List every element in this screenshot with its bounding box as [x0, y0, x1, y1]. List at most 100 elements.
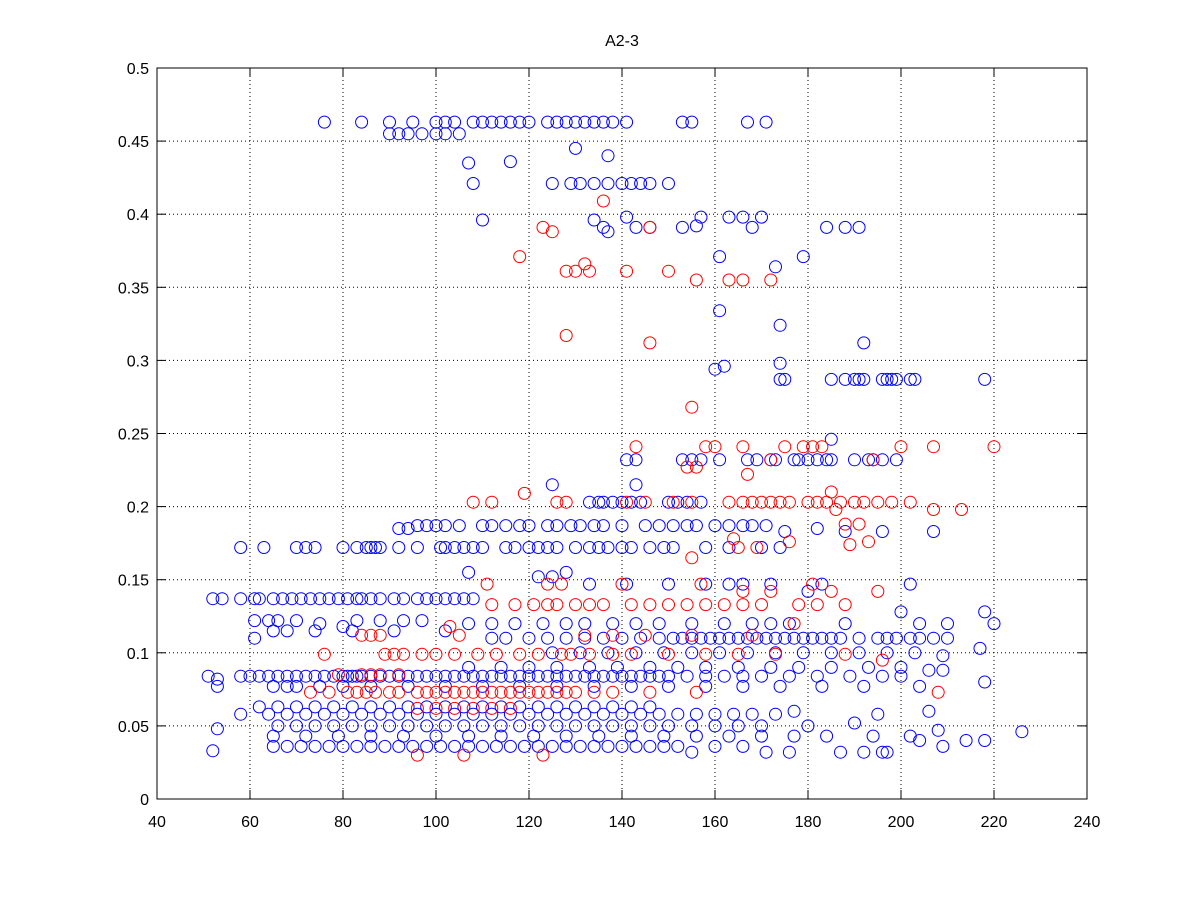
- blue-point: [313, 592, 327, 606]
- red-point: [545, 225, 559, 239]
- blue-point: [434, 541, 448, 554]
- blue-point: [713, 646, 727, 660]
- blue-point: [392, 739, 406, 753]
- blue-point: [252, 669, 266, 683]
- red-point: [397, 647, 410, 661]
- blue-point: [755, 669, 768, 683]
- blue-point: [457, 592, 471, 606]
- blue-point: [299, 707, 313, 721]
- blue-point: [489, 739, 503, 753]
- blue-point: [252, 592, 266, 606]
- y-tick-labels: 0 0.05 0.1 0.15 0.2 0.25 0.3 0.35 0.4 0.45 0.5: [118, 61, 149, 809]
- x-tick-label: 180: [795, 814, 822, 831]
- blue-point: [759, 745, 773, 759]
- blue-point: [875, 372, 889, 386]
- blue-point: [420, 669, 434, 683]
- blue-point: [513, 700, 527, 714]
- blue-point: [559, 729, 573, 743]
- blue-point: [629, 617, 643, 631]
- blue-point: [606, 700, 620, 714]
- blue-point: [987, 617, 1001, 631]
- red-point: [541, 598, 555, 612]
- blue-point: [531, 570, 545, 584]
- blue-point: [838, 372, 852, 386]
- red-point: [569, 685, 582, 699]
- blue-point: [420, 592, 434, 606]
- red-point: [466, 701, 480, 715]
- blue-point: [773, 679, 787, 693]
- red-point: [564, 647, 578, 661]
- red-point: [685, 628, 699, 642]
- blue-point: [889, 372, 903, 386]
- blue-point: [824, 372, 838, 386]
- y-tick-label: 0: [140, 792, 149, 809]
- blue-point: [559, 631, 573, 645]
- x-tick-labels: 40 60 80 100 120 140 160 180 200 220 240: [148, 814, 1100, 831]
- blue-point: [410, 592, 424, 606]
- blue-point: [587, 700, 601, 714]
- blue-point: [615, 631, 629, 645]
- red-point: [517, 486, 531, 500]
- blue-point: [494, 660, 508, 674]
- blue-point: [285, 592, 299, 606]
- blue-point: [736, 739, 750, 753]
- blue-point: [364, 592, 378, 606]
- blue-point: [266, 624, 280, 638]
- blue-point: [280, 707, 294, 721]
- blue-point: [438, 700, 452, 714]
- red-point: [987, 440, 1001, 454]
- blue-point: [620, 453, 634, 467]
- blue-point: [629, 453, 643, 467]
- blue-point: [643, 739, 657, 753]
- red-point: [471, 647, 485, 661]
- blue-point: [801, 719, 815, 733]
- red-point: [606, 647, 620, 661]
- blue-point: [541, 669, 555, 683]
- y-tick-label: 0.25: [118, 427, 149, 444]
- red-point: [834, 495, 847, 509]
- x-tick-label: 220: [981, 814, 1008, 831]
- blue-point: [717, 669, 731, 683]
- x-tick-label: 240: [1074, 814, 1101, 831]
- blue-point: [824, 453, 838, 467]
- red-point: [782, 495, 796, 509]
- blue-point: [699, 669, 713, 683]
- blue-point: [852, 220, 866, 234]
- blue-point: [824, 432, 838, 446]
- blue-point: [373, 614, 387, 628]
- red-point: [317, 647, 331, 661]
- blue-point: [708, 739, 722, 753]
- red-point: [680, 598, 694, 612]
- blue-point: [336, 620, 350, 633]
- blue-point: [522, 707, 536, 721]
- red-point: [764, 453, 778, 467]
- red-point: [350, 685, 364, 699]
- blue-point: [531, 541, 545, 554]
- red-point: [448, 685, 462, 699]
- blue-point: [266, 729, 280, 743]
- red-point: [736, 440, 750, 454]
- blue-point: [429, 519, 443, 533]
- blue-point: [280, 739, 294, 753]
- red-point: [480, 577, 494, 591]
- blue-point: [401, 669, 415, 683]
- blue-point: [355, 115, 369, 129]
- blue-point: [508, 617, 522, 631]
- red-point: [527, 598, 541, 612]
- blue-point: [578, 631, 592, 645]
- blue-point: [787, 729, 801, 743]
- blue-point: [476, 669, 489, 683]
- blue-point: [815, 577, 829, 591]
- blue-point: [610, 660, 624, 674]
- red-point: [806, 577, 820, 591]
- blue-point: [666, 631, 680, 645]
- red-point: [457, 748, 471, 762]
- blue-point: [550, 700, 564, 714]
- blue-point: [801, 584, 815, 598]
- blue-point: [634, 495, 648, 509]
- blue-point: [662, 577, 675, 591]
- blue-point: [545, 478, 559, 492]
- red-point: [685, 495, 699, 509]
- blue-point: [722, 577, 736, 591]
- blue-point: [615, 541, 629, 554]
